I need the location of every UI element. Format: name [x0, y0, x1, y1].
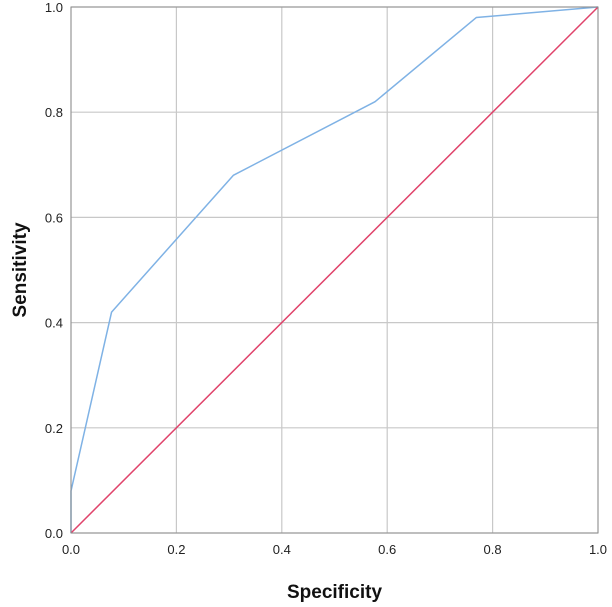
y-tick-label: 0.6 [45, 210, 63, 225]
reference-diagonal-line [70, 6, 599, 534]
y-tick-label: 0.0 [45, 526, 63, 541]
series-layer [70, 6, 599, 534]
y-tick-label: 1.0 [45, 0, 63, 15]
x-tick-label: 0.0 [62, 542, 80, 557]
x-tick-label: 0.6 [378, 542, 396, 557]
y-axis-ticks: 0.0 0.2 0.4 0.6 0.8 1.0 [45, 0, 63, 541]
x-tick-label: 0.4 [273, 542, 291, 557]
y-tick-label: 0.2 [45, 421, 63, 436]
x-tick-label: 0.2 [167, 542, 185, 557]
y-tick-label: 0.8 [45, 105, 63, 120]
x-tick-label: 1.0 [589, 542, 607, 557]
plot-frame [70, 6, 599, 534]
x-tick-label: 0.8 [484, 542, 502, 557]
y-tick-label: 0.4 [45, 316, 63, 331]
x-axis-title: Specificity [287, 582, 382, 603]
x-axis-ticks: 0.0 0.2 0.4 0.6 0.8 1.0 [62, 542, 607, 557]
y-axis-title: Sensitivity [10, 222, 31, 317]
